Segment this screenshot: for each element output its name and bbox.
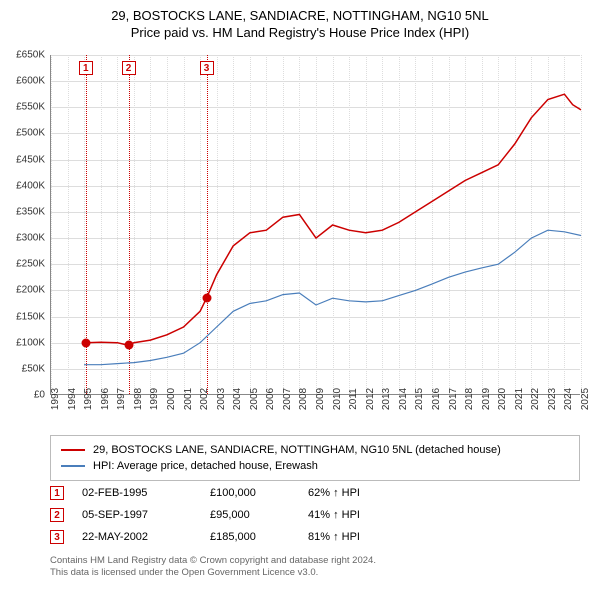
legend-label: HPI: Average price, detached house, Erew… bbox=[93, 460, 318, 472]
sale-delta: 41% ↑ HPI bbox=[308, 509, 388, 521]
y-axis-label: £0 bbox=[34, 390, 45, 401]
y-axis-label: £150K bbox=[16, 311, 45, 322]
x-axis-label: 2025 bbox=[580, 388, 591, 410]
series-line bbox=[84, 230, 581, 365]
y-axis-label: £650K bbox=[16, 50, 45, 61]
sale-index-box: 1 bbox=[79, 61, 93, 75]
footer-line: Contains HM Land Registry data © Crown c… bbox=[50, 555, 580, 567]
sale-price: £100,000 bbox=[210, 487, 290, 499]
title-subtitle: Price paid vs. HM Land Registry's House … bbox=[0, 25, 600, 40]
chart-area: 123 £0£50K£100K£150K£200K£250K£300K£350K… bbox=[50, 55, 580, 415]
sale-date: 05-SEP-1997 bbox=[82, 509, 192, 521]
footer-attribution: Contains HM Land Registry data © Crown c… bbox=[50, 555, 580, 580]
sale-date: 02-FEB-1995 bbox=[82, 487, 192, 499]
y-axis-label: £50K bbox=[22, 363, 45, 374]
legend-item: 29, BOSTOCKS LANE, SANDIACRE, NOTTINGHAM… bbox=[61, 442, 569, 458]
sale-price: £95,000 bbox=[210, 509, 290, 521]
y-axis-label: £100K bbox=[16, 337, 45, 348]
sale-index-box: 2 bbox=[122, 61, 136, 75]
gridline bbox=[581, 55, 582, 394]
y-axis-label: £350K bbox=[16, 206, 45, 217]
plot-region: 1 2 3 bbox=[50, 55, 580, 395]
sale-price: £185,000 bbox=[210, 531, 290, 543]
sale-marker bbox=[202, 294, 211, 303]
y-axis-label: £300K bbox=[16, 233, 45, 244]
legend: 29, BOSTOCKS LANE, SANDIACRE, NOTTINGHAM… bbox=[50, 435, 580, 481]
sale-marker bbox=[81, 338, 90, 347]
table-row: 3 22-MAY-2002 £185,000 81% ↑ HPI bbox=[50, 526, 580, 548]
table-row: 2 05-SEP-1997 £95,000 41% ↑ HPI bbox=[50, 504, 580, 526]
title-address: 29, BOSTOCKS LANE, SANDIACRE, NOTTINGHAM… bbox=[0, 8, 600, 23]
transactions-table: 1 02-FEB-1995 £100,000 62% ↑ HPI 2 05-SE… bbox=[50, 482, 580, 548]
sale-delta: 62% ↑ HPI bbox=[308, 487, 388, 499]
legend-label: 29, BOSTOCKS LANE, SANDIACRE, NOTTINGHAM… bbox=[93, 444, 501, 456]
sale-marker bbox=[124, 341, 133, 350]
sale-index-box: 2 bbox=[50, 508, 64, 522]
sale-index-box: 3 bbox=[50, 530, 64, 544]
footer-line: This data is licensed under the Open Gov… bbox=[50, 567, 580, 579]
y-axis-label: £500K bbox=[16, 128, 45, 139]
y-axis-label: £450K bbox=[16, 154, 45, 165]
legend-swatch bbox=[61, 449, 85, 451]
legend-item: HPI: Average price, detached house, Erew… bbox=[61, 458, 569, 474]
y-axis-label: £550K bbox=[16, 102, 45, 113]
series-line bbox=[86, 94, 581, 345]
y-axis-label: £250K bbox=[16, 259, 45, 270]
chart-title-block: 29, BOSTOCKS LANE, SANDIACRE, NOTTINGHAM… bbox=[0, 0, 600, 44]
y-axis-label: £400K bbox=[16, 180, 45, 191]
sale-date: 22-MAY-2002 bbox=[82, 531, 192, 543]
sale-index-box: 1 bbox=[50, 486, 64, 500]
y-axis-label: £600K bbox=[16, 76, 45, 87]
sale-delta: 81% ↑ HPI bbox=[308, 531, 388, 543]
sale-index-box: 3 bbox=[200, 61, 214, 75]
legend-swatch bbox=[61, 465, 85, 467]
table-row: 1 02-FEB-1995 £100,000 62% ↑ HPI bbox=[50, 482, 580, 504]
y-axis-label: £200K bbox=[16, 285, 45, 296]
